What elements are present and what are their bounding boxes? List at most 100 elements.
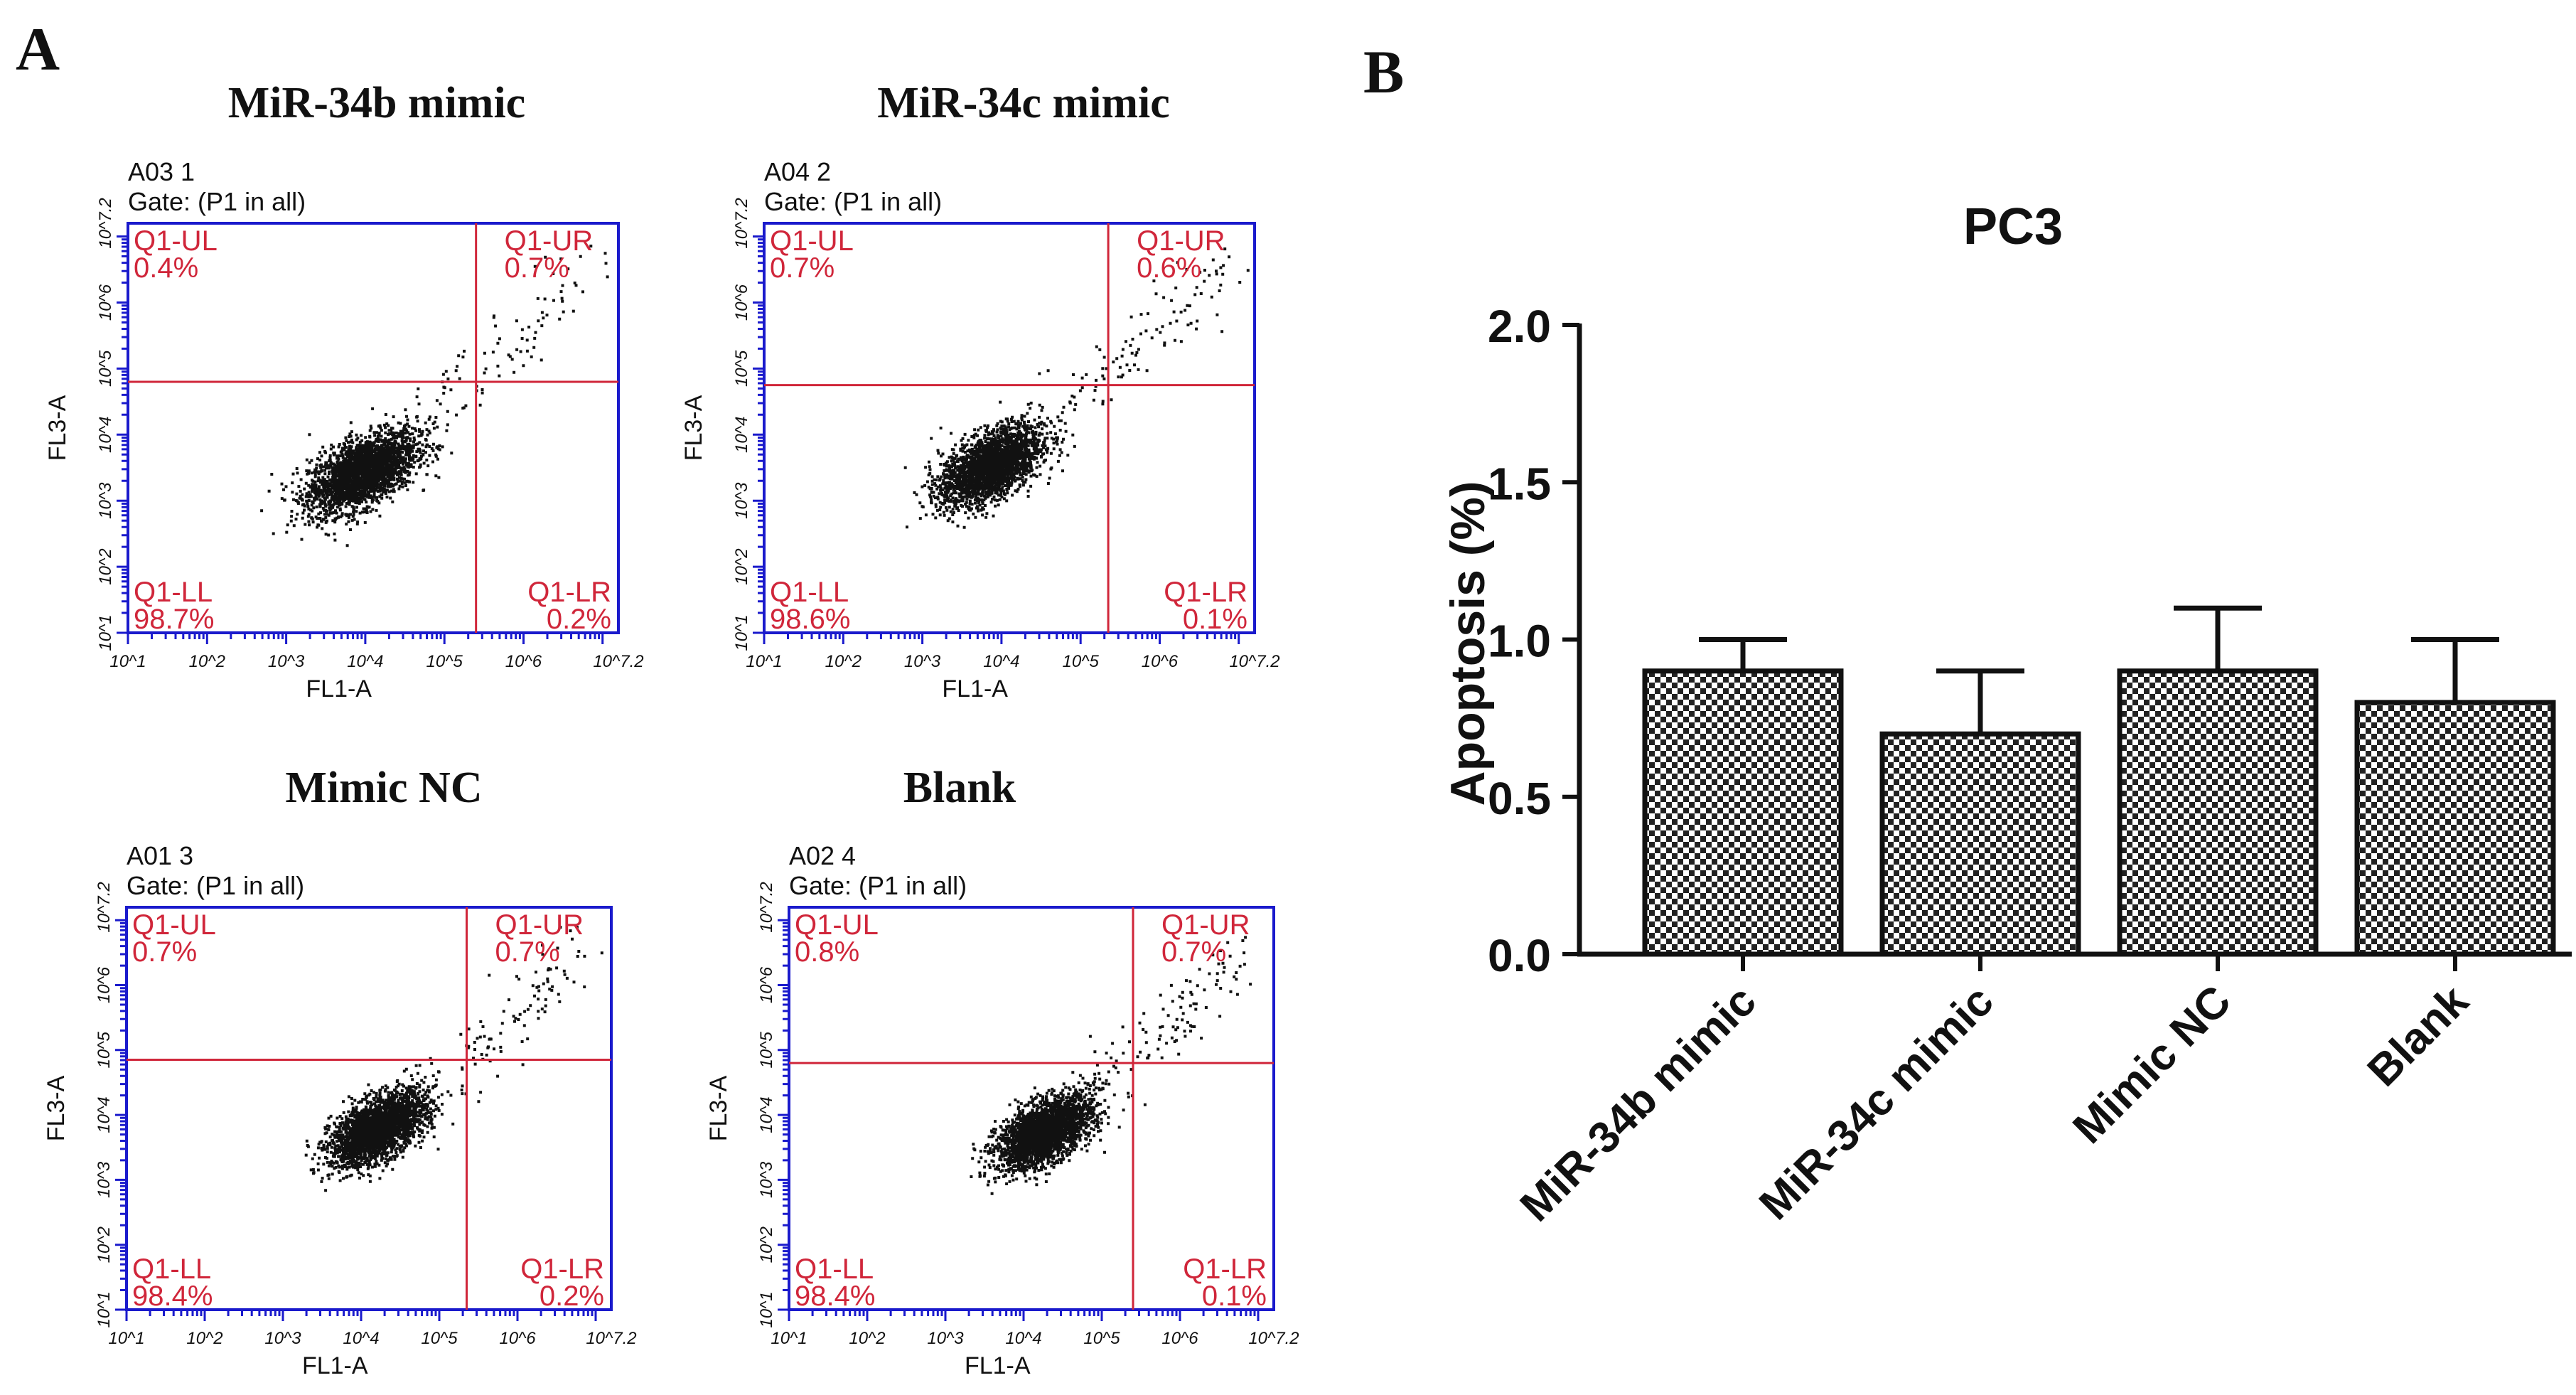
chart-y-tick-label: 1.5 [1488, 458, 1551, 509]
flow-plot-x-tick-label: 10^5 [421, 1329, 458, 1348]
flow-plot-gate: Gate: (P1 in all) [789, 871, 967, 900]
flow-plot-ticks [117, 235, 604, 644]
flow-plot-x-tick-label: 10^2 [189, 652, 225, 671]
quadrant-ll-name: Q1-LL [770, 577, 849, 608]
flow-plot-y-axis-label: FL3-A [43, 1075, 70, 1141]
flow-plot-x-tick-label: 10^6 [499, 1329, 536, 1348]
flow-plot-y-tick-label: 10^2 [96, 548, 115, 584]
flow-plot-x-axis-label: FL1-A [942, 675, 1008, 702]
flow-plot-title: Blank [903, 764, 1016, 812]
quadrant-ul-percent: 0.8% [795, 936, 859, 968]
chart-bar [1879, 731, 2081, 957]
flow-plot-y-tick-label: 10^2 [757, 1226, 776, 1263]
flow-plot-ticks [778, 919, 1260, 1321]
flow-plot-y-tick-label: 10^4 [732, 417, 751, 453]
flow-plot-event-dots [260, 245, 609, 547]
quadrant-ur-percent: 0.6% [1137, 252, 1201, 284]
flow-plot-title: MiR-34c mimic [877, 79, 1169, 127]
quadrant-lr-name: Q1-LR [527, 577, 611, 608]
flow-plot-x-tick-label: 10^6 [1142, 652, 1179, 671]
chart-bar [2354, 700, 2556, 957]
flow-plot-sample-id: A02 4 [789, 841, 856, 870]
chart-title: PC3 [1963, 198, 2063, 255]
chart-x-tick-label: Blank [2358, 976, 2479, 1096]
flow-plot-y-tick-label: 10^1 [95, 1291, 114, 1327]
quadrant-ll-percent: 98.4% [132, 1281, 213, 1312]
flow-plot-gate: Gate: (P1 in all) [764, 187, 942, 216]
chart-bar [1642, 668, 1844, 957]
panel-label-a: A [16, 15, 60, 83]
flow-plot-events [260, 245, 609, 547]
chart-y-tick-label: 0.5 [1488, 773, 1551, 824]
flow-plot-y-tick-label: 10^4 [96, 417, 115, 453]
flow-plot-sample-id: A03 1 [128, 157, 195, 186]
flow-plot-event-dots [970, 936, 1252, 1195]
flow-plot-event-dots [903, 247, 1250, 529]
flow-plot-x-tick-label: 10^7.2 [1229, 652, 1279, 671]
flow-plot-y-tick-label: 10^5 [96, 350, 115, 387]
flow-plot-y-tick-label: 10^7.2 [757, 882, 776, 932]
flow-plot-x-tick-label: 10^4 [983, 652, 1019, 671]
quadrant-lr-percent: 0.1% [1183, 604, 1247, 635]
flow-plot-y-tick-label: 10^5 [732, 350, 751, 387]
flow-plot-x-tick-label: 10^2 [186, 1329, 222, 1348]
quadrant-ur-name: Q1-UR [1137, 225, 1225, 257]
quadrant-ul-name: Q1-UL [795, 909, 879, 941]
flow-plot-events [903, 247, 1250, 529]
chart-x-tick-label: MiR-34c mimic [1750, 976, 2003, 1229]
flow-plot-x-tick-label: 10^1 [109, 652, 146, 671]
quadrant-lr-name: Q1-LR [1183, 1254, 1267, 1285]
flow-plot-y-tick-label: 10^6 [732, 284, 751, 321]
chart-y-axis-label: Apoptosis (%) [1441, 481, 1495, 806]
flow-plot-x-tick-label: 10^1 [746, 652, 782, 671]
quadrant-ll-percent: 98.6% [770, 604, 850, 635]
flow-plot-y-tick-label: 10^7.2 [732, 198, 751, 248]
quadrant-lr-percent: 0.2% [547, 604, 611, 635]
flow-plot-x-tick-label: 10^1 [108, 1329, 144, 1348]
flow-plot-title: MiR-34b mimic [228, 79, 525, 127]
flow-plot-gate: Gate: (P1 in all) [127, 871, 304, 900]
flow-plot-y-tick-label: 10^3 [95, 1161, 114, 1198]
quadrant-ll-percent: 98.4% [795, 1281, 875, 1312]
flow-plot-y-tick-label: 10^6 [95, 966, 114, 1003]
chart-y-tick-label: 2.0 [1488, 301, 1551, 352]
quadrant-ll-name: Q1-LL [134, 577, 213, 608]
quadrant-lr-name: Q1-LR [520, 1254, 604, 1285]
flow-plot-x-tick-label: 10^7.2 [586, 1329, 636, 1348]
flow-plot-y-tick-label: 10^5 [757, 1031, 776, 1068]
quadrant-ur-name: Q1-UR [495, 909, 584, 941]
flow-plot-x-tick-label: 10^6 [1161, 1329, 1198, 1348]
flow-plot-frame [125, 906, 613, 1311]
quadrant-ul-percent: 0.4% [134, 252, 198, 284]
flow-plot-x-tick-label: 10^3 [927, 1329, 964, 1348]
flow-plot-title: Mimic NC [285, 764, 482, 812]
panel-label-b: B [1363, 38, 1404, 106]
flow-plot-x-tick-label: 10^7.2 [1248, 1329, 1299, 1348]
quadrant-ur-name: Q1-UR [505, 225, 593, 257]
quadrant-ur-percent: 0.7% [1161, 936, 1226, 968]
apoptosis-bar-chart: PC3 Apoptosis (%) 0.0 0.5 1.0 1.5 2.0 MiR-34b… [1441, 198, 2572, 1231]
flow-plot-ticks [115, 919, 597, 1321]
flow-plot-sample-id: A01 3 [127, 841, 193, 870]
flow-plot-x-axis-label: FL1-A [306, 675, 372, 702]
chart-bar [2117, 668, 2319, 957]
flow-plot-y-tick-label: 10^2 [95, 1226, 114, 1263]
flow-plot-x-tick-label: 10^5 [426, 652, 463, 671]
quadrant-ll-name: Q1-LL [795, 1254, 874, 1285]
flow-plot-gate: Gate: (P1 in all) [128, 187, 306, 216]
flow-plot-x-axis-label: FL1-A [965, 1352, 1031, 1379]
flow-plot-x-tick-label: 10^4 [1005, 1329, 1041, 1348]
flow-plot-sample-id: A04 2 [764, 157, 831, 186]
flow-plot-y-tick-label: 10^4 [95, 1096, 114, 1133]
flow-plot-y-tick-label: 10^5 [95, 1031, 114, 1068]
flow-plot-x-tick-label: 10^2 [825, 652, 862, 671]
flow-plot-events [970, 936, 1252, 1195]
quadrant-ul-name: Q1-UL [132, 909, 216, 941]
flow-plot-y-tick-label: 10^6 [757, 966, 776, 1003]
quadrant-ll-name: Q1-LL [132, 1254, 211, 1285]
